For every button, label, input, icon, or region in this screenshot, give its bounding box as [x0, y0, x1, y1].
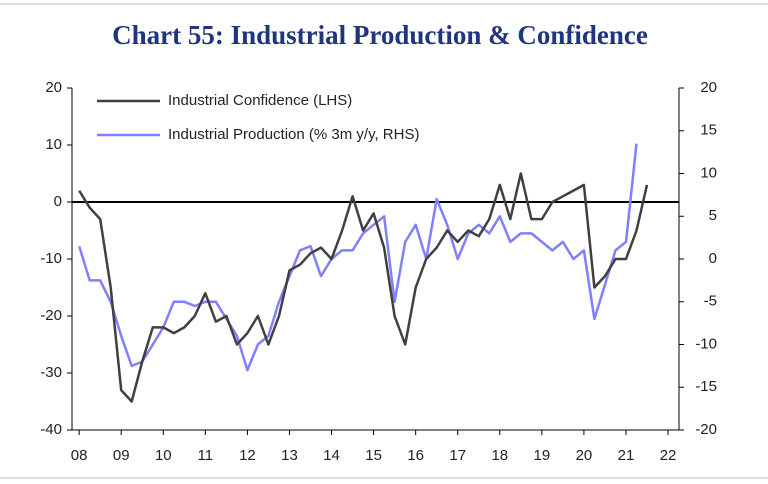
x-tick-label: 12	[239, 447, 256, 464]
y-tick-label: 10	[45, 136, 62, 153]
x-tick-label: 08	[71, 447, 88, 464]
y-tick-label: -20	[40, 307, 62, 324]
x-tick-label: 15	[365, 447, 382, 464]
x-tick-label: 22	[660, 447, 677, 464]
x-tick-label: 16	[407, 447, 424, 464]
x-tick-label: 18	[491, 447, 508, 464]
y2-tick-label: 5	[709, 207, 717, 224]
y-tick-label: -40	[40, 421, 62, 438]
y2-tick-label: 0	[709, 250, 717, 267]
chart-title: Chart 55: Industrial Production & Confid…	[112, 20, 648, 50]
x-tick-label: 10	[155, 447, 172, 464]
x-tick-label: 14	[323, 447, 340, 464]
y-tick-label: 0	[54, 193, 62, 210]
series-line	[78, 172, 649, 403]
y2-tick-label: 20	[700, 79, 717, 96]
legend-label: Industrial Production (% 3m y/y, RHS)	[168, 126, 419, 143]
x-tick-label: 17	[449, 447, 466, 464]
y-tick-label: -30	[40, 364, 62, 381]
x-tick-label: 21	[618, 447, 635, 464]
y2-tick-label: -10	[695, 335, 717, 352]
y2-tick-label: -15	[695, 378, 717, 395]
y-tick-label: 20	[45, 79, 62, 96]
x-tick-label: 11	[198, 447, 214, 464]
x-tick-label: 09	[113, 447, 130, 464]
x-tick-label: 19	[534, 447, 551, 464]
legend-label: Industrial Confidence (LHS)	[168, 92, 352, 109]
y2-tick-label: -20	[695, 421, 717, 438]
x-tick-label: 13	[281, 447, 298, 464]
y-tick-label: -10	[40, 250, 62, 267]
series-line	[78, 143, 638, 372]
y2-tick-label: 15	[700, 122, 717, 139]
y2-tick-label: -5	[704, 293, 717, 310]
x-tick-label: 20	[576, 447, 593, 464]
y2-tick-label: 10	[700, 164, 717, 181]
